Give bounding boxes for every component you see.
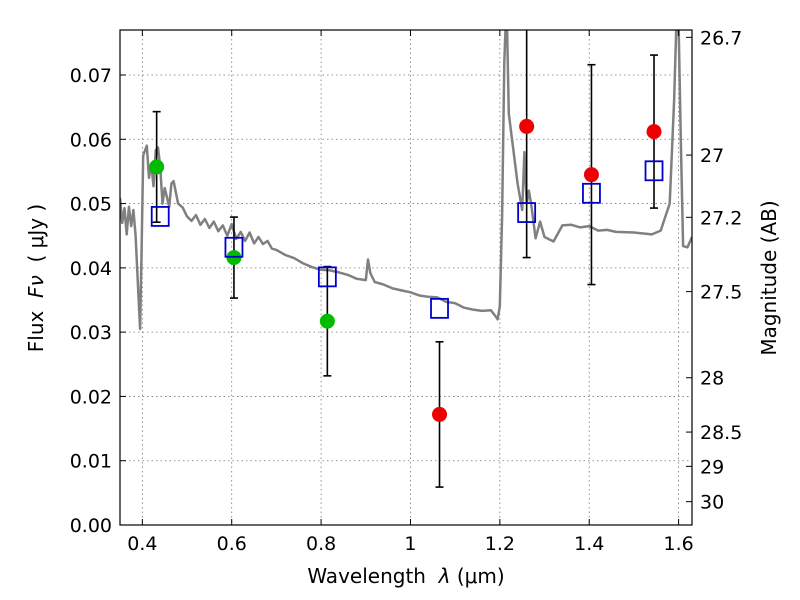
model-flux-square — [224, 236, 244, 258]
model-flux-square — [582, 182, 601, 204]
x-tick-label: 1.4 — [574, 533, 604, 555]
model-flux-square — [517, 202, 537, 223]
model-flux-square — [430, 297, 449, 319]
x-axis-label: Wavelength λ (μm) — [307, 564, 504, 588]
x-tick-label: 1.2 — [485, 533, 515, 555]
tick-labels: 0.4 0.6 0.8 1 1.2 1.4 1.6 0.00 0.01 0.02 0.03 0.04 0… — [70, 27, 743, 555]
x-tick-label: 0.4 — [127, 533, 157, 555]
points-layer — [149, 30, 664, 488]
grid — [120, 30, 692, 526]
x-tick-label: 0.6 — [217, 533, 247, 555]
data-point — [519, 118, 535, 134]
y-tick-label: 0.06 — [70, 129, 112, 151]
y-axis-label: Flux Fν ( μJy ) — [24, 204, 48, 352]
plot-frame — [119, 29, 693, 526]
data-point — [583, 167, 599, 183]
x-tick-label: 0.8 — [306, 533, 336, 555]
y2-tick-label: 27.5 — [700, 282, 742, 304]
model-flux-square — [317, 266, 337, 288]
model-flux-square — [644, 160, 664, 182]
axes-frame — [119, 29, 693, 526]
y2-tick-label: 26.7 — [700, 27, 742, 49]
y2-axis-label: Magnitude (AB) — [757, 200, 781, 355]
y-tick-label: 0.07 — [70, 65, 112, 87]
data-point — [646, 124, 662, 140]
y2-tick-label: 28.5 — [700, 422, 742, 444]
y2-tick-label: 29 — [700, 456, 724, 478]
x-tick-label: 1.6 — [663, 533, 693, 555]
data-point — [149, 159, 165, 175]
y-tick-label: 0.05 — [70, 194, 112, 216]
y-tick-label: 0.02 — [70, 386, 112, 408]
y2-tick-label: 27.2 — [700, 207, 742, 229]
spectrum-layer — [120, 30, 692, 331]
y-tick-label: 0.01 — [70, 451, 112, 473]
y-tick-label: 0.03 — [70, 322, 112, 344]
model-flux-square — [150, 206, 170, 227]
y-tick-label: 0.00 — [70, 515, 112, 537]
y2-tick-label: 30 — [700, 492, 724, 514]
y2-tick-label: 27 — [700, 145, 724, 167]
model-spectrum-line — [120, 30, 692, 331]
y-tick-label: 0.04 — [70, 258, 112, 280]
data-point — [432, 406, 448, 422]
y2-tick-label: 28 — [700, 368, 724, 390]
data-point — [319, 313, 335, 329]
x-tick-label: 1 — [404, 533, 416, 555]
